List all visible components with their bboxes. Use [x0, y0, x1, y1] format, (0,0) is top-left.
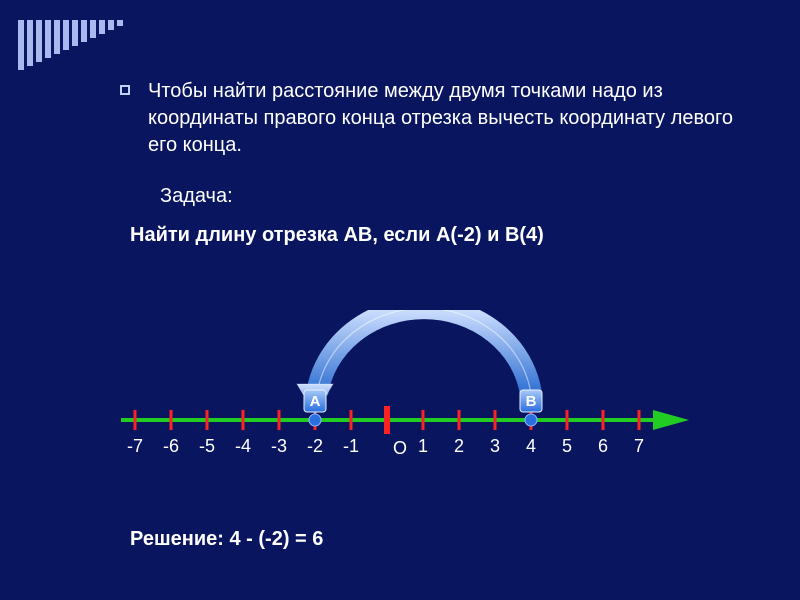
bullet-icon [120, 85, 130, 95]
task-label: Задача: [160, 185, 740, 208]
task-text: Найти длину отрезка АВ, если А(-2) и В(4… [130, 224, 740, 247]
tick-label: 4 [526, 436, 536, 456]
numberline-diagram: -7 -6 -5 -4 -3 -2 -1 О1 2 3 4 5 6 7 А В [110, 310, 710, 510]
tick-label: 6 [598, 436, 608, 456]
tick-label: 1 [418, 436, 428, 456]
origin-label: О [393, 438, 407, 458]
jump-arc [317, 310, 531, 394]
tick-label: 5 [562, 436, 572, 456]
rule-text: Чтобы найти расстояние между двумя точка… [148, 78, 740, 159]
point-A-dot [309, 414, 321, 426]
axis-arrowhead [653, 410, 689, 430]
point-A-label: А [310, 393, 321, 410]
tick-label: -2 [307, 436, 323, 456]
tick-label: -6 [163, 436, 179, 456]
tick-label: -5 [199, 436, 215, 456]
slide-content: Чтобы найти расстояние между двумя точка… [120, 78, 740, 247]
tick-label: 3 [490, 436, 500, 456]
solution-text: Решение: 4 - (-2) = 6 [130, 528, 323, 551]
tick-label: 7 [634, 436, 644, 456]
tick-label: 2 [454, 436, 464, 456]
point-B-label: В [526, 393, 537, 410]
decor-bars [18, 20, 123, 70]
point-B-dot [525, 414, 537, 426]
tick-label: -3 [271, 436, 287, 456]
tick-label: -4 [235, 436, 251, 456]
tick-label: -7 [127, 436, 143, 456]
rule-block: Чтобы найти расстояние между двумя точка… [120, 78, 740, 159]
origin-tick [384, 406, 390, 434]
tick-label: -1 [343, 436, 359, 456]
